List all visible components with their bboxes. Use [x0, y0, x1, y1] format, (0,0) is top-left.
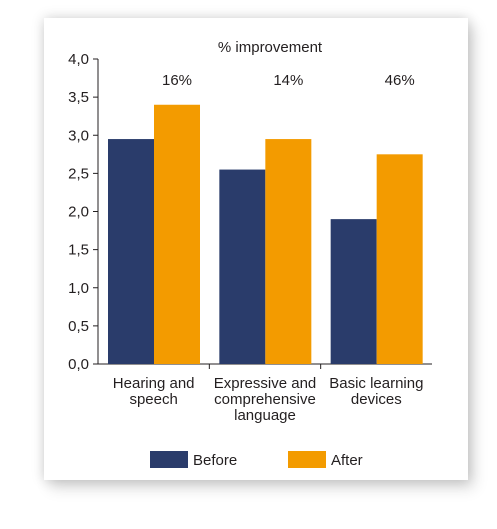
- legend: Before After: [150, 451, 363, 469]
- category-label: speech: [129, 391, 177, 408]
- bar-after: [154, 104, 200, 364]
- y-tick-label: 0,0: [68, 356, 89, 373]
- category-label: comprehensive: [214, 391, 316, 408]
- y-axis-ticks: 0,0 0,5 1,0 1,5 2,0 2,5 3,0 3,5 4,0: [68, 51, 98, 373]
- bars: [108, 104, 423, 369]
- category-label: language: [234, 407, 296, 424]
- bar-after: [265, 139, 312, 364]
- improvement-label: 14%: [273, 72, 303, 89]
- y-tick-label: 0,5: [68, 318, 89, 335]
- bar-before: [330, 219, 377, 364]
- y-tick-label: 3,5: [68, 89, 89, 106]
- improvement-label: 16%: [162, 72, 192, 89]
- legend-swatch-before: [150, 451, 188, 468]
- y-tick-label: 2,0: [68, 204, 89, 221]
- improvement-label: 46%: [385, 72, 415, 89]
- bar-before: [108, 139, 154, 364]
- category-label: Basic learning: [329, 375, 423, 392]
- legend-swatch-after: [288, 451, 326, 468]
- improvement-labels: % improvement 16% 14% 46%: [162, 39, 415, 89]
- y-tick-label: 2,5: [68, 165, 89, 182]
- category-label: devices: [351, 391, 402, 408]
- bar-before: [219, 169, 266, 364]
- bar-after: [376, 154, 423, 364]
- legend-label-after: After: [331, 452, 363, 469]
- y-tick-label: 1,5: [68, 242, 89, 259]
- y-tick-label: 3,0: [68, 127, 89, 144]
- category-label: Expressive and: [214, 375, 317, 392]
- category-label: Hearing and: [113, 375, 195, 392]
- y-tick-label: 4,0: [68, 51, 89, 68]
- y-tick-label: 1,0: [68, 280, 89, 297]
- improvement-header: % improvement: [218, 39, 323, 56]
- legend-label-before: Before: [193, 452, 237, 469]
